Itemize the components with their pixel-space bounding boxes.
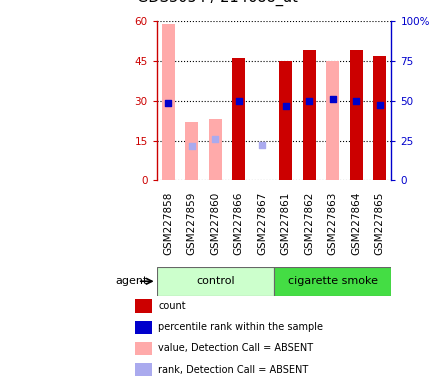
Bar bbox=[326, 61, 339, 180]
Bar bbox=[232, 58, 245, 180]
Point bbox=[282, 103, 289, 109]
Text: GSM227863: GSM227863 bbox=[327, 192, 337, 255]
Point bbox=[375, 102, 382, 108]
Text: rank, Detection Call = ABSENT: rank, Detection Call = ABSENT bbox=[158, 364, 308, 375]
Point bbox=[258, 142, 265, 148]
Point bbox=[329, 96, 335, 103]
Text: control: control bbox=[196, 276, 234, 286]
Bar bbox=[349, 50, 362, 180]
Point bbox=[352, 98, 359, 104]
Point bbox=[164, 100, 171, 106]
Text: GSM227862: GSM227862 bbox=[304, 192, 313, 255]
Text: cigarette smoke: cigarette smoke bbox=[287, 276, 377, 286]
Point bbox=[188, 143, 195, 149]
Text: GSM227859: GSM227859 bbox=[187, 192, 196, 255]
Text: GDS3054 / 214688_at: GDS3054 / 214688_at bbox=[137, 0, 297, 6]
Bar bbox=[156, 267, 273, 296]
Text: GSM227861: GSM227861 bbox=[280, 192, 290, 255]
Text: GSM227866: GSM227866 bbox=[233, 192, 243, 255]
Text: GSM227865: GSM227865 bbox=[374, 192, 384, 255]
Text: GSM227864: GSM227864 bbox=[351, 192, 360, 255]
Bar bbox=[135, 321, 152, 334]
Bar bbox=[135, 300, 152, 313]
Text: count: count bbox=[158, 301, 186, 311]
Bar bbox=[161, 24, 174, 180]
Point bbox=[305, 98, 312, 104]
Point bbox=[211, 136, 218, 142]
Text: percentile rank within the sample: percentile rank within the sample bbox=[158, 322, 322, 333]
Text: agent: agent bbox=[115, 276, 148, 286]
Text: GSM227867: GSM227867 bbox=[257, 192, 266, 255]
Bar bbox=[135, 363, 152, 376]
Bar bbox=[135, 342, 152, 355]
Text: value, Detection Call = ABSENT: value, Detection Call = ABSENT bbox=[158, 343, 313, 354]
Bar bbox=[372, 56, 385, 180]
Bar bbox=[279, 61, 292, 180]
Point bbox=[235, 98, 242, 104]
Bar bbox=[185, 122, 198, 180]
Text: GSM227860: GSM227860 bbox=[210, 192, 220, 255]
Bar bbox=[208, 119, 221, 180]
Text: GSM227858: GSM227858 bbox=[163, 192, 173, 255]
Bar bbox=[302, 50, 315, 180]
Bar bbox=[273, 267, 391, 296]
